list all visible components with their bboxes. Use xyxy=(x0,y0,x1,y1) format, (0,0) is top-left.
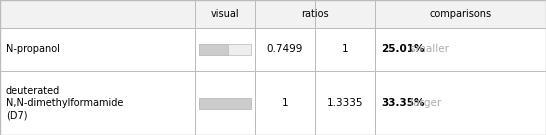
Bar xyxy=(195,0,255,28)
Text: smaller: smaller xyxy=(407,45,449,55)
Bar xyxy=(0,28,195,71)
Bar xyxy=(0,0,195,28)
Bar xyxy=(199,44,228,55)
Text: 1: 1 xyxy=(342,45,348,55)
Text: 1: 1 xyxy=(282,98,288,108)
Text: 25.01%: 25.01% xyxy=(381,45,424,55)
Bar xyxy=(315,71,375,135)
Bar xyxy=(255,28,315,71)
Bar xyxy=(199,97,251,109)
Text: 0.7499: 0.7499 xyxy=(267,45,303,55)
Text: visual: visual xyxy=(211,9,239,19)
Bar xyxy=(375,28,546,71)
Text: ratios: ratios xyxy=(301,9,329,19)
Bar xyxy=(0,0,546,28)
Text: 1.3335: 1.3335 xyxy=(327,98,363,108)
Text: larger: larger xyxy=(407,98,441,108)
Text: comparisons: comparisons xyxy=(430,9,491,19)
Bar xyxy=(199,97,251,109)
Bar xyxy=(255,71,315,135)
Bar xyxy=(199,44,251,55)
Bar xyxy=(0,71,195,135)
Text: deuterated
N,N-dimethylformamide
(D7): deuterated N,N-dimethylformamide (D7) xyxy=(6,86,123,120)
Bar xyxy=(375,0,546,28)
Bar xyxy=(255,0,315,28)
Bar xyxy=(195,28,255,71)
Bar xyxy=(195,71,255,135)
Text: N-propanol: N-propanol xyxy=(6,45,60,55)
Bar xyxy=(315,28,375,71)
Text: 33.35%: 33.35% xyxy=(381,98,424,108)
Bar xyxy=(315,0,375,28)
Bar xyxy=(375,71,546,135)
